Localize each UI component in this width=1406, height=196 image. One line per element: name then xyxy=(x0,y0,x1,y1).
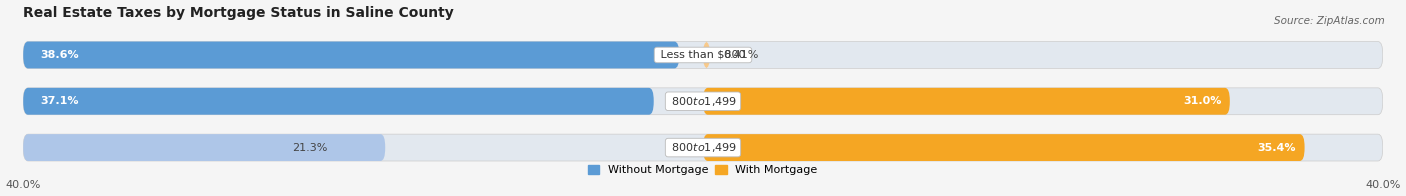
Text: $800 to $1,499: $800 to $1,499 xyxy=(668,95,738,108)
Text: 0.41%: 0.41% xyxy=(724,50,759,60)
Text: Real Estate Taxes by Mortgage Status in Saline County: Real Estate Taxes by Mortgage Status in … xyxy=(24,5,454,20)
FancyBboxPatch shape xyxy=(24,42,1382,68)
Text: 38.6%: 38.6% xyxy=(41,50,79,60)
FancyBboxPatch shape xyxy=(703,88,1230,115)
FancyBboxPatch shape xyxy=(24,88,1382,115)
Text: 37.1%: 37.1% xyxy=(41,96,79,106)
FancyBboxPatch shape xyxy=(24,134,385,161)
Legend: Without Mortgage, With Mortgage: Without Mortgage, With Mortgage xyxy=(583,161,823,180)
Text: 31.0%: 31.0% xyxy=(1182,96,1222,106)
Text: 35.4%: 35.4% xyxy=(1257,142,1296,152)
Text: 21.3%: 21.3% xyxy=(292,142,328,152)
FancyBboxPatch shape xyxy=(24,88,654,115)
Text: $800 to $1,499: $800 to $1,499 xyxy=(668,141,738,154)
FancyBboxPatch shape xyxy=(703,42,710,68)
Text: Source: ZipAtlas.com: Source: ZipAtlas.com xyxy=(1274,16,1385,26)
Text: Less than $800: Less than $800 xyxy=(657,50,749,60)
FancyBboxPatch shape xyxy=(24,134,1382,161)
FancyBboxPatch shape xyxy=(703,134,1305,161)
FancyBboxPatch shape xyxy=(24,42,679,68)
